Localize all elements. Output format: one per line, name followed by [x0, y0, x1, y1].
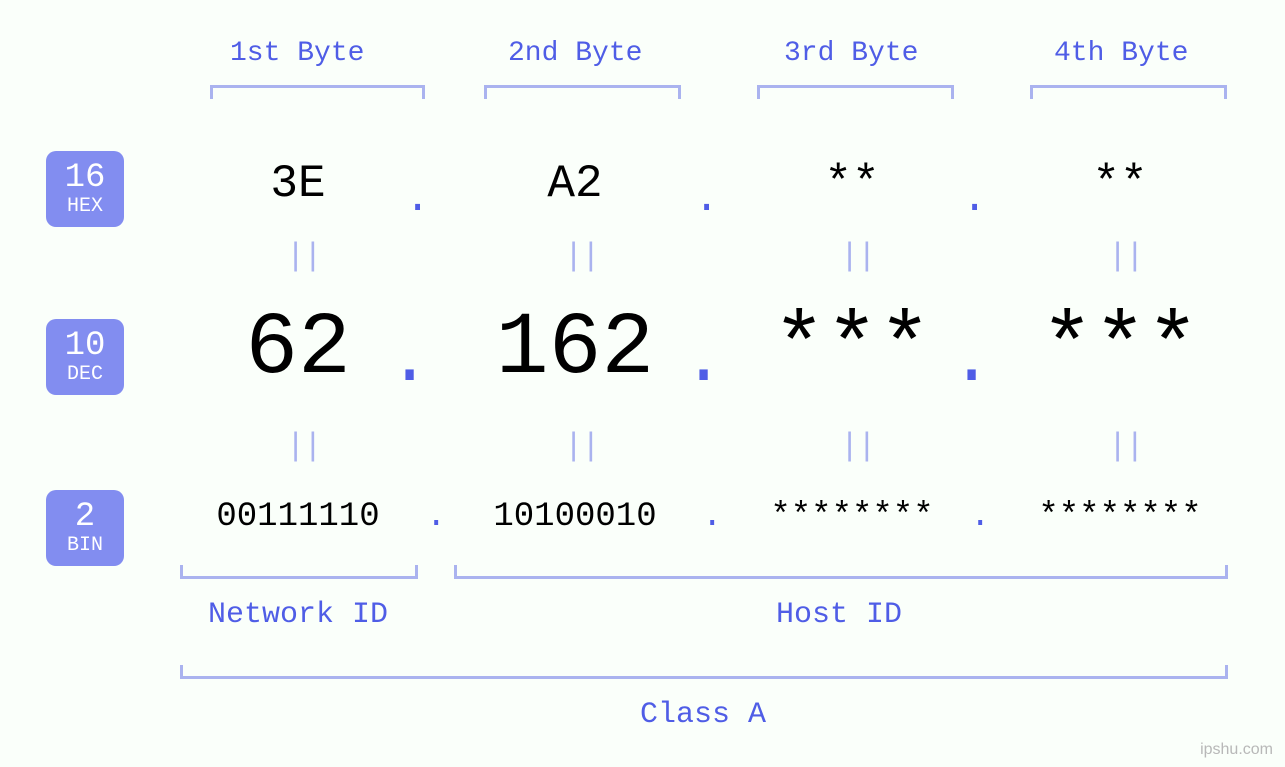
hex-dot-3: .: [962, 175, 987, 223]
top-bracket-3: [757, 85, 954, 99]
byte-header-3: 3rd Byte: [784, 38, 918, 69]
dec-byte-3: ***: [732, 300, 972, 399]
dec-badge: 10 DEC: [46, 319, 124, 395]
hex-badge-num: 16: [65, 161, 106, 195]
top-bracket-1: [210, 85, 425, 99]
hex-badge-label: HEX: [67, 197, 103, 217]
watermark: ipshu.com: [1200, 741, 1273, 759]
bin-dot-2: .: [702, 498, 722, 536]
bin-badge-label: BIN: [67, 536, 103, 556]
dec-byte-2: 162: [455, 300, 695, 399]
dec-dot-3: .: [950, 320, 993, 402]
class-bracket: [180, 665, 1228, 679]
equals-1-4: ||: [1108, 238, 1142, 275]
byte-header-4: 4th Byte: [1054, 38, 1188, 69]
bin-dot-1: .: [426, 498, 446, 536]
dec-badge-num: 10: [65, 329, 106, 363]
equals-2-1: ||: [286, 428, 320, 465]
equals-1-1: ||: [286, 238, 320, 275]
dec-dot-2: .: [682, 320, 725, 402]
class-label: Class A: [640, 698, 766, 732]
host-id-label: Host ID: [776, 598, 902, 632]
dec-badge-label: DEC: [67, 365, 103, 385]
equals-2-3: ||: [840, 428, 874, 465]
byte-header-1: 1st Byte: [230, 38, 364, 69]
bin-byte-1: 00111110: [178, 498, 418, 536]
dec-byte-1: 62: [178, 300, 418, 399]
equals-2-4: ||: [1108, 428, 1142, 465]
dec-dot-1: .: [388, 320, 431, 402]
byte-header-2: 2nd Byte: [508, 38, 642, 69]
hex-badge: 16 HEX: [46, 151, 124, 227]
hex-dot-2: .: [694, 175, 719, 223]
hex-byte-2: A2: [475, 158, 675, 210]
network-bracket: [180, 565, 418, 579]
bin-byte-2: 10100010: [455, 498, 695, 536]
network-id-label: Network ID: [208, 598, 388, 632]
bin-badge-num: 2: [75, 500, 95, 534]
equals-1-3: ||: [840, 238, 874, 275]
hex-byte-3: **: [752, 158, 952, 210]
equals-1-2: ||: [564, 238, 598, 275]
dec-byte-4: ***: [1000, 300, 1240, 399]
hex-byte-1: 3E: [198, 158, 398, 210]
bin-badge: 2 BIN: [46, 490, 124, 566]
equals-2-2: ||: [564, 428, 598, 465]
hex-byte-4: **: [1020, 158, 1220, 210]
hex-dot-1: .: [405, 175, 430, 223]
top-bracket-4: [1030, 85, 1227, 99]
bin-byte-4: ********: [1000, 498, 1240, 536]
top-bracket-2: [484, 85, 681, 99]
bin-dot-3: .: [970, 498, 990, 536]
host-bracket: [454, 565, 1228, 579]
bin-byte-3: ********: [732, 498, 972, 536]
